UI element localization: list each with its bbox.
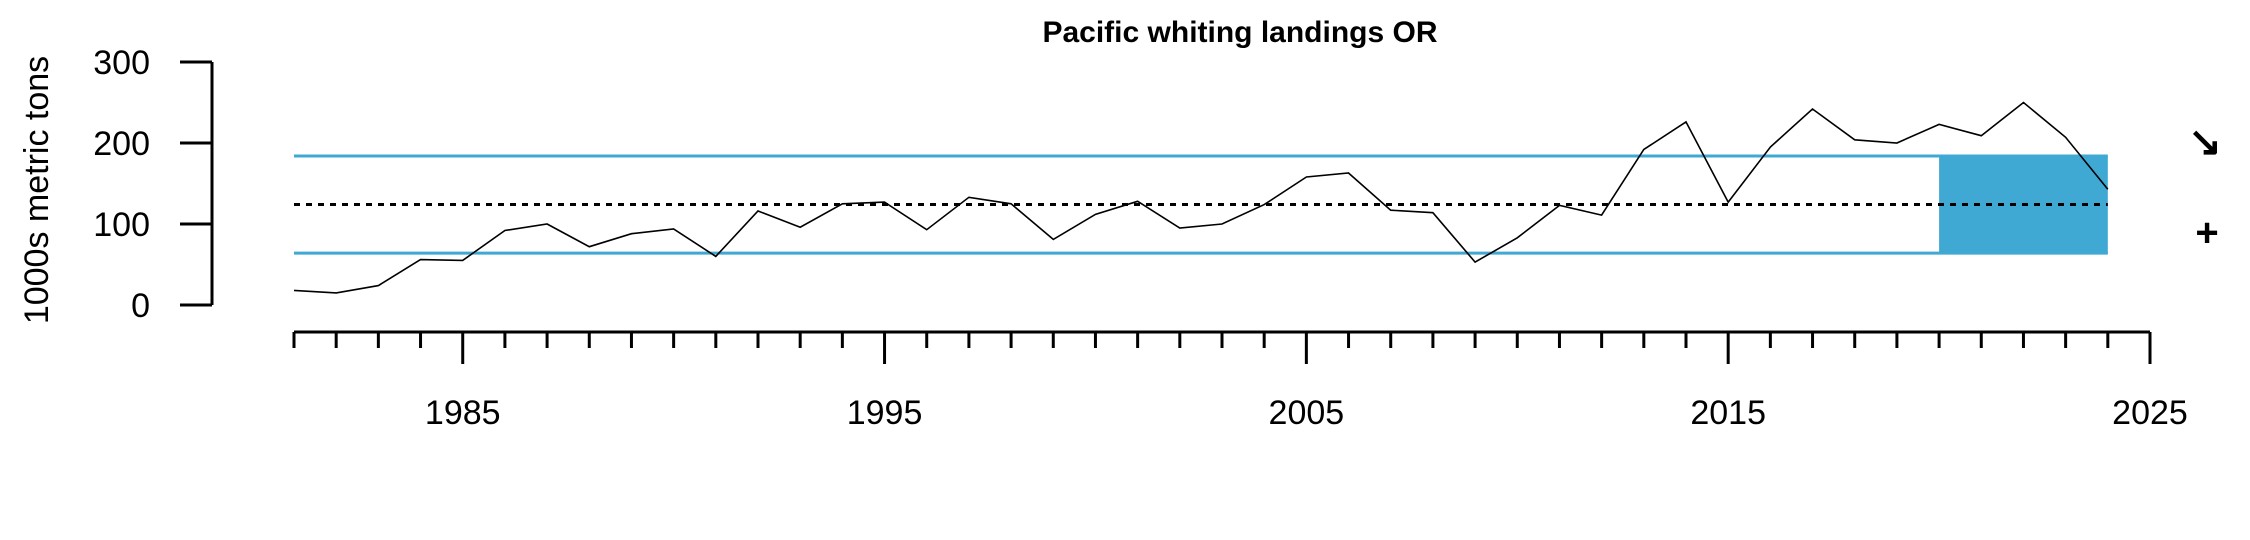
- y-tick-label: 300: [93, 44, 150, 82]
- x-axis: 1985 1995 2005 2015 2025: [292, 330, 2188, 432]
- y-tick-label: 100: [93, 206, 150, 244]
- series-line: [293, 101, 2109, 294]
- sd-band-group: [294, 154, 2108, 255]
- trend-arrow-icon: ↘: [2188, 120, 2222, 164]
- mean-symbol: +: [2195, 211, 2218, 255]
- x-tick-label: 1985: [425, 394, 501, 432]
- data-series-group: [293, 101, 2109, 294]
- chart-title: Pacific whiting landings OR: [1042, 16, 1437, 49]
- y-axis: 0 100 200 300: [93, 44, 214, 325]
- y-axis-label: 1000s metric tons: [18, 56, 56, 324]
- x-tick-label: 2015: [1690, 394, 1766, 432]
- x-tick-label: 1995: [847, 394, 923, 432]
- y-tick-label: 0: [131, 287, 150, 325]
- x-tick-label: 2025: [2112, 394, 2188, 432]
- y-tick-label: 200: [93, 125, 150, 163]
- x-tick-label: 2005: [1269, 394, 1345, 432]
